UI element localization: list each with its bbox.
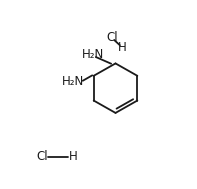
Text: H: H — [118, 41, 126, 54]
Text: Cl: Cl — [106, 31, 118, 44]
Text: H: H — [69, 150, 78, 163]
Text: H₂N: H₂N — [61, 75, 84, 88]
Text: H₂N: H₂N — [82, 48, 104, 61]
Text: Cl: Cl — [36, 150, 48, 163]
